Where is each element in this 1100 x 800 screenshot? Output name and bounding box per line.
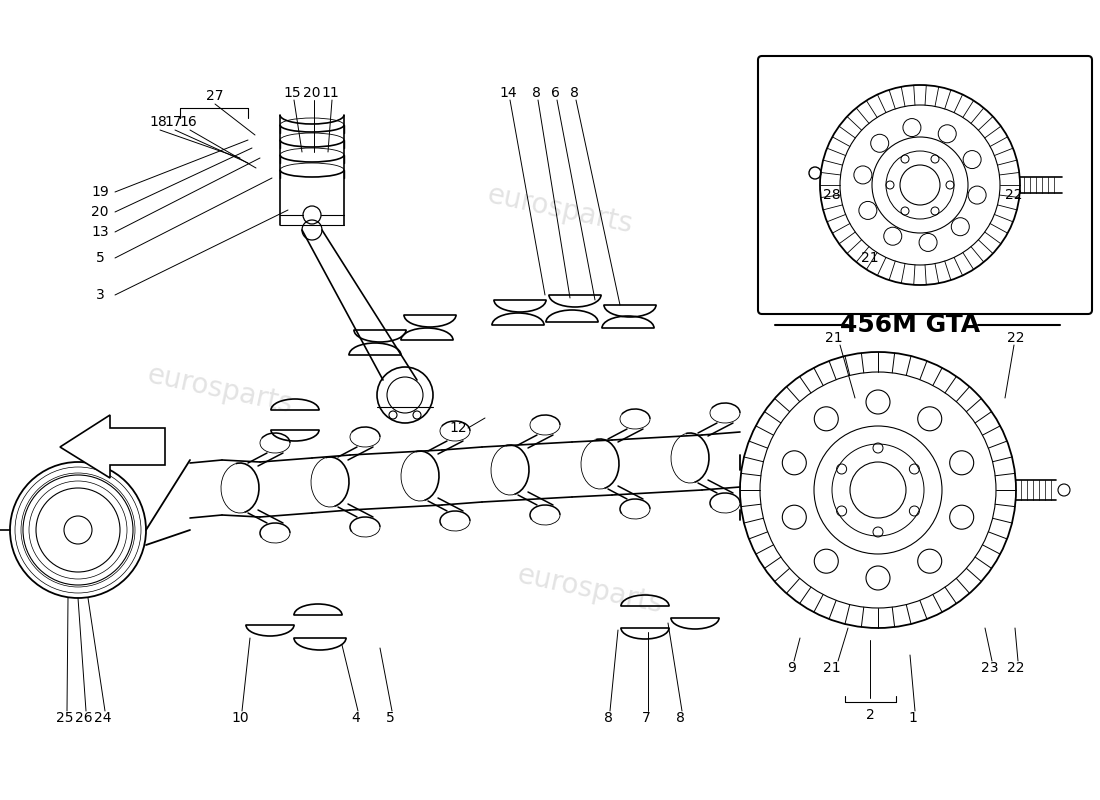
Text: 2: 2 xyxy=(866,708,874,722)
Text: 20: 20 xyxy=(91,205,109,219)
Text: 24: 24 xyxy=(95,711,112,725)
Text: eurosparts: eurosparts xyxy=(484,181,636,239)
Text: 1: 1 xyxy=(909,711,917,725)
Text: 5: 5 xyxy=(96,251,104,265)
Text: 11: 11 xyxy=(321,86,339,100)
Text: 21: 21 xyxy=(825,331,843,345)
Text: 13: 13 xyxy=(91,225,109,239)
Text: 15: 15 xyxy=(283,86,300,100)
Text: 12: 12 xyxy=(449,421,466,435)
Text: 23: 23 xyxy=(981,661,999,675)
Text: 21: 21 xyxy=(861,251,879,265)
Text: 8: 8 xyxy=(604,711,613,725)
Text: 8: 8 xyxy=(531,86,540,100)
Text: 9: 9 xyxy=(788,661,796,675)
Text: 8: 8 xyxy=(570,86,579,100)
Text: 20: 20 xyxy=(304,86,321,100)
Text: eurosparts: eurosparts xyxy=(144,361,296,419)
Text: 27: 27 xyxy=(207,89,223,103)
Text: 16: 16 xyxy=(179,115,197,129)
Text: 6: 6 xyxy=(551,86,560,100)
Text: 14: 14 xyxy=(499,86,517,100)
Text: 5: 5 xyxy=(386,711,395,725)
Text: 3: 3 xyxy=(96,288,104,302)
Text: 10: 10 xyxy=(231,711,249,725)
Text: 4: 4 xyxy=(352,711,361,725)
Text: 26: 26 xyxy=(75,711,92,725)
Text: 8: 8 xyxy=(675,711,684,725)
Text: 19: 19 xyxy=(91,185,109,199)
Text: 28: 28 xyxy=(823,188,840,202)
Text: 18: 18 xyxy=(150,115,167,129)
Text: 25: 25 xyxy=(56,711,74,725)
Text: 17: 17 xyxy=(164,115,182,129)
Text: 22: 22 xyxy=(1005,188,1023,202)
Text: 22: 22 xyxy=(1008,661,1025,675)
Polygon shape xyxy=(60,415,165,478)
Text: 7: 7 xyxy=(641,711,650,725)
Text: 21: 21 xyxy=(823,661,840,675)
Text: 22: 22 xyxy=(1008,331,1025,345)
Text: eurosparts: eurosparts xyxy=(515,561,666,619)
FancyBboxPatch shape xyxy=(758,56,1092,314)
Text: 456M GTA: 456M GTA xyxy=(840,313,980,337)
